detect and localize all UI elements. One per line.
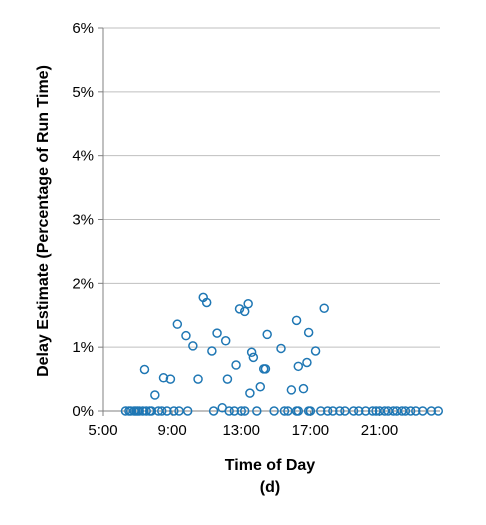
data-point [158,373,169,383]
y-tick-label: 1% [72,339,94,356]
y-tick-label: 5% [72,84,94,101]
x-tick-label: 9:00 [158,422,187,439]
data-point [150,390,160,400]
data-point [208,406,219,416]
data-point [231,360,241,370]
data-point [302,357,312,368]
data-point [293,406,304,416]
data-point [269,406,279,416]
data-point [172,319,183,329]
data-point [298,383,309,394]
data-point [322,406,333,416]
data-point [262,329,272,340]
data-point [207,346,217,356]
data-point [305,406,316,416]
y-axis-tick-labels: 0% 1% 2% 3% 4% 5% 6% [72,20,103,420]
data-point [291,315,302,326]
data-point [276,343,286,354]
x-axis-tick-labels: 5:00 9:00 13:00 17:00 21:00 [88,411,398,439]
y-tick-label: 2% [72,275,94,292]
data-point [367,406,378,416]
data-point [146,406,157,416]
x-tick-label: 21:00 [361,422,399,439]
data-point [157,406,167,416]
x-tick-label: 13:00 [222,422,260,439]
data-point [286,385,297,395]
data-point [255,381,266,392]
data-point [252,406,262,416]
y-axis-title: Delay Estimate (Percentage of Run Time) [35,65,52,377]
data-point [239,406,250,416]
data-point [134,406,145,416]
data-point [360,406,371,416]
data-point [400,406,411,416]
data-points [120,292,444,416]
data-point [279,406,290,416]
data-point [260,364,271,374]
y-tick-label: 6% [72,20,94,37]
data-point [248,352,259,363]
data-point [162,406,172,416]
data-point [201,297,212,308]
data-point [310,346,321,356]
data-point [319,303,329,313]
gridlines [103,27,440,348]
data-point [246,347,257,358]
x-tick-label: 17:00 [292,422,330,439]
y-tick-label: 3% [72,212,94,229]
data-point [245,388,255,398]
data-point [433,406,444,416]
x-tick-label: 5:00 [88,422,117,439]
data-point [165,374,176,384]
data-point [193,374,203,384]
data-point [405,406,416,416]
data-point [354,406,364,416]
data-point [169,406,179,416]
data-point [293,361,304,372]
panel-label: (d) [260,479,280,496]
data-point [181,330,191,341]
data-point [348,406,359,416]
data-point [220,336,231,346]
data-point [316,406,326,416]
data-point [222,374,233,384]
data-point [426,406,437,416]
data-point [335,406,345,416]
data-point [239,306,250,317]
data-point [234,304,245,314]
data-point [411,406,421,416]
y-tick-label: 0% [72,403,94,420]
data-point [141,406,151,416]
data-point [182,406,193,416]
x-axis-title: Time of Day [225,457,316,474]
data-point [328,406,338,416]
data-point [229,406,240,416]
data-point [188,341,198,351]
data-point [139,364,150,375]
data-point [236,406,247,416]
data-point [217,403,227,413]
data-point [212,328,222,338]
data-point [303,327,314,338]
y-tick-label: 4% [72,148,94,165]
data-point [243,299,253,309]
